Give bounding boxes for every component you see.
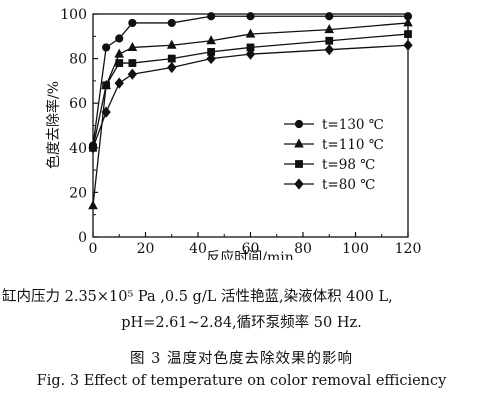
data-point-triangle <box>206 35 216 45</box>
legend-label: t=110 ℃ <box>322 137 384 153</box>
figure-note-line-1: 缸内压力 2.35×10⁵ Pa ,0.5 g/L 活性艳蓝,染液体积 400 … <box>2 289 393 305</box>
x-tick-label: 40 <box>189 241 207 257</box>
data-point-diamond <box>245 48 256 60</box>
x-tick-label: 80 <box>294 241 312 257</box>
data-point-square <box>115 59 124 67</box>
data-point-circle <box>207 12 216 21</box>
data-point-square <box>404 30 412 38</box>
y-tick-label: 60 <box>69 96 87 112</box>
y-tick-label: 20 <box>69 185 87 201</box>
data-point-circle <box>294 119 304 129</box>
y-tick-label: 80 <box>69 52 87 68</box>
data-point-diamond <box>101 106 111 118</box>
x-tick-label: 20 <box>137 241 155 257</box>
data-point-diamond <box>167 61 177 74</box>
y-axis-label: 色度去除率/% <box>45 81 62 169</box>
figure-title-en: Fig. 3 Effect of temperature on color re… <box>36 373 447 389</box>
y-tick-label: 100 <box>60 7 87 23</box>
data-point-diamond <box>294 178 304 190</box>
x-axis-label: 反应时间/min <box>206 249 294 260</box>
legend-label: t=80 ℃ <box>322 177 375 193</box>
data-point-diamond <box>324 44 334 56</box>
data-point-diamond <box>114 77 124 89</box>
x-tick-label: 120 <box>395 241 422 257</box>
y-tick-label: 0 <box>78 230 87 246</box>
data-point-triangle <box>324 24 335 34</box>
series-layer <box>88 12 413 210</box>
x-tick-label: 100 <box>342 241 369 257</box>
data-point-circle <box>128 18 137 28</box>
data-point-circle <box>246 12 255 21</box>
x-tick-label: 0 <box>89 241 98 257</box>
data-point-triangle <box>88 200 98 210</box>
data-point-square <box>167 54 176 63</box>
series-diamond <box>88 39 413 154</box>
data-point-square <box>128 59 137 67</box>
line-chart: 0 20 40 60 80 100 0 20 40 60 80 100 120 色度去除率/% 反应时… <box>45 7 422 260</box>
legend-label: t=130 ℃ <box>322 117 384 133</box>
legend-label: t=98 ℃ <box>322 157 375 173</box>
data-point-diamond <box>127 68 138 80</box>
y-axis-ticks: 0 20 40 60 80 100 <box>60 7 98 246</box>
x-tick-label: 60 <box>242 241 260 257</box>
data-point-triangle <box>114 48 125 58</box>
data-point-diamond <box>206 53 216 65</box>
data-point-triangle <box>294 138 304 148</box>
figure-title-cn: 图 3 温度对色度去除效果的影响 <box>130 351 353 367</box>
legend: t=130 ℃ t=110 ℃ t=98 ℃ t=80 ℃ <box>284 117 384 193</box>
figure-note-line-2: pH=2.61~2.84,循环泵频率 50 Hz. <box>121 315 362 331</box>
data-point-circle <box>167 18 176 28</box>
data-point-triangle <box>245 28 256 38</box>
y-tick-label: 40 <box>69 141 87 157</box>
data-point-triangle <box>403 17 413 27</box>
data-point-triangle <box>166 39 177 49</box>
x-axis-ticks: 0 20 40 60 80 100 120 <box>89 232 422 257</box>
data-point-diamond <box>403 39 413 51</box>
data-point-diamond <box>88 142 98 154</box>
data-point-square <box>325 36 334 45</box>
data-point-circle <box>115 34 124 43</box>
data-point-circle <box>102 43 111 52</box>
data-point-circle <box>325 12 334 21</box>
data-point-square <box>295 160 303 168</box>
data-point-triangle <box>127 41 138 51</box>
data-point-square <box>102 81 111 90</box>
